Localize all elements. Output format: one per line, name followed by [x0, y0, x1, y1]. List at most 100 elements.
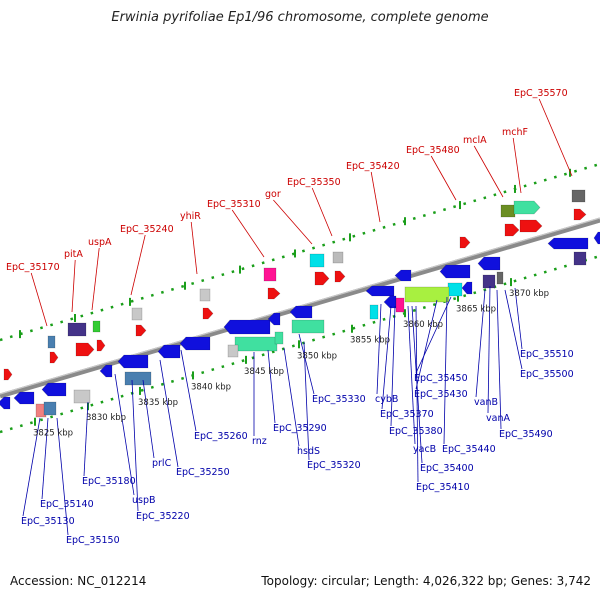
gene-box	[573, 251, 587, 266]
gene-arrow	[157, 344, 181, 359]
gene-arrow	[179, 336, 211, 351]
gene-box	[227, 344, 239, 358]
leader-line	[71, 259, 76, 313]
reverse-gene-label: EpC_35500	[520, 369, 574, 380]
forward-gene-label: yhiR	[180, 211, 201, 222]
forward-gene-label: EpC_35570	[514, 88, 568, 99]
reverse-gene-label: EpC_35490	[499, 429, 553, 440]
leader-line	[180, 349, 197, 432]
gene-box	[395, 297, 405, 313]
gene-box	[369, 304, 379, 320]
leader-line	[512, 137, 522, 194]
gene-arrow	[267, 287, 281, 300]
reverse-gene-label: EpC_35400	[420, 463, 474, 474]
forward-gene-label: EpC_35310	[207, 199, 261, 210]
leader-line	[130, 234, 146, 296]
leader-line	[390, 305, 396, 427]
leader-line	[381, 305, 392, 410]
gene-arrow	[573, 208, 587, 221]
gene-arrow	[223, 319, 271, 335]
gene-arrow	[49, 351, 59, 364]
scale-label: 3870 kbp	[509, 289, 549, 299]
reverse-gene-label: EpC_35250	[176, 467, 230, 478]
scale-label: 3850 kbp	[297, 351, 337, 361]
gene-box	[291, 319, 325, 334]
gene-box	[482, 274, 496, 289]
forward-gene-label: EpC_35170	[6, 262, 60, 273]
leader-line	[303, 341, 310, 461]
gene-arrow	[513, 200, 541, 215]
leader-line	[415, 299, 438, 390]
leader-line	[273, 199, 313, 245]
gene-box	[500, 204, 516, 218]
gene-arrow	[41, 382, 67, 397]
reverse-gene-label: EpC_35410	[416, 482, 470, 493]
reverse-gene-label: EpC_35370	[380, 409, 434, 420]
gene-arrow	[289, 305, 313, 319]
gene-box	[263, 267, 277, 282]
reverse-gene-label: EpC_35430	[414, 389, 468, 400]
gene-box	[43, 401, 57, 416]
gene-box	[332, 251, 344, 264]
leader-line	[504, 289, 523, 370]
reverse-gene-label: EpC_35510	[520, 349, 574, 360]
leader-line	[159, 359, 179, 468]
leader-line	[415, 296, 452, 374]
reverse-gene-label: EpC_35440	[442, 444, 496, 455]
scale-label: 3830 kbp	[86, 413, 126, 423]
gene-box	[496, 271, 504, 285]
gene-arrow	[0, 396, 11, 410]
gene-labels: 3825 kbp 3830 kbp 3835 kbp 3840 kbp 3845 kbp…	[6, 88, 574, 546]
reverse-gene-label: cybB	[375, 394, 398, 405]
forward-gene-label: EpC_35350	[287, 177, 341, 188]
map-title: Erwinia pyrifoliae Ep1/96 chromosome, co…	[111, 10, 489, 25]
leader-line	[311, 187, 333, 237]
reverse-gene-label: yacB	[413, 444, 436, 455]
gene-arrow	[75, 342, 95, 357]
reverse-gene-label: rnz	[252, 436, 267, 447]
gene-arrow	[593, 231, 600, 245]
leader-line	[473, 145, 504, 198]
gene-arrow	[3, 368, 13, 381]
gene-box	[274, 331, 284, 345]
leader-line	[370, 171, 381, 223]
leader-line	[41, 417, 49, 500]
gene-arrow	[117, 354, 149, 369]
forward-gene-label: EpC_35480	[406, 145, 460, 156]
leader-line	[430, 155, 457, 201]
label-leader-lines	[22, 98, 573, 536]
gene-arrow	[459, 236, 471, 249]
reverse-gene-label: EpC_35320	[307, 460, 361, 471]
leader-line	[496, 289, 502, 430]
leader-line	[514, 287, 523, 350]
gene-arrow	[394, 269, 412, 282]
scale-label: 3835 kbp	[138, 398, 178, 408]
gene-box	[92, 320, 101, 333]
scale-label: 3845 kbp	[244, 367, 284, 377]
leader-line	[376, 303, 382, 395]
reverse-gene-label: prlC	[152, 458, 172, 469]
reverse-gene-label: EpC_35220	[136, 511, 190, 522]
gene-arrow	[202, 307, 214, 320]
forward-gene-label: EpC_35420	[346, 161, 400, 172]
gene-arrow	[96, 339, 106, 352]
gene-arrow	[267, 312, 281, 326]
leader-line	[231, 209, 265, 258]
gene-box	[571, 189, 586, 203]
gene-box	[234, 336, 278, 352]
reverse-gene-label: EpC_35180	[82, 476, 136, 487]
reverse-gene-label: EpC_35140	[40, 499, 94, 510]
reverse-gene-label: EpC_35450	[414, 373, 468, 384]
reverse-gene-label: EpC_35330	[312, 394, 366, 405]
gene-arrow	[519, 219, 543, 233]
leader-line	[407, 305, 416, 445]
gene-arrow	[334, 270, 346, 283]
gene-arrow	[383, 295, 397, 309]
leader-line	[91, 247, 100, 311]
leader-line	[298, 333, 315, 395]
leader-line	[30, 272, 48, 327]
leader-line	[190, 221, 198, 275]
reverse-gene-label: EpC_35150	[66, 535, 120, 546]
gene-box	[131, 307, 143, 321]
